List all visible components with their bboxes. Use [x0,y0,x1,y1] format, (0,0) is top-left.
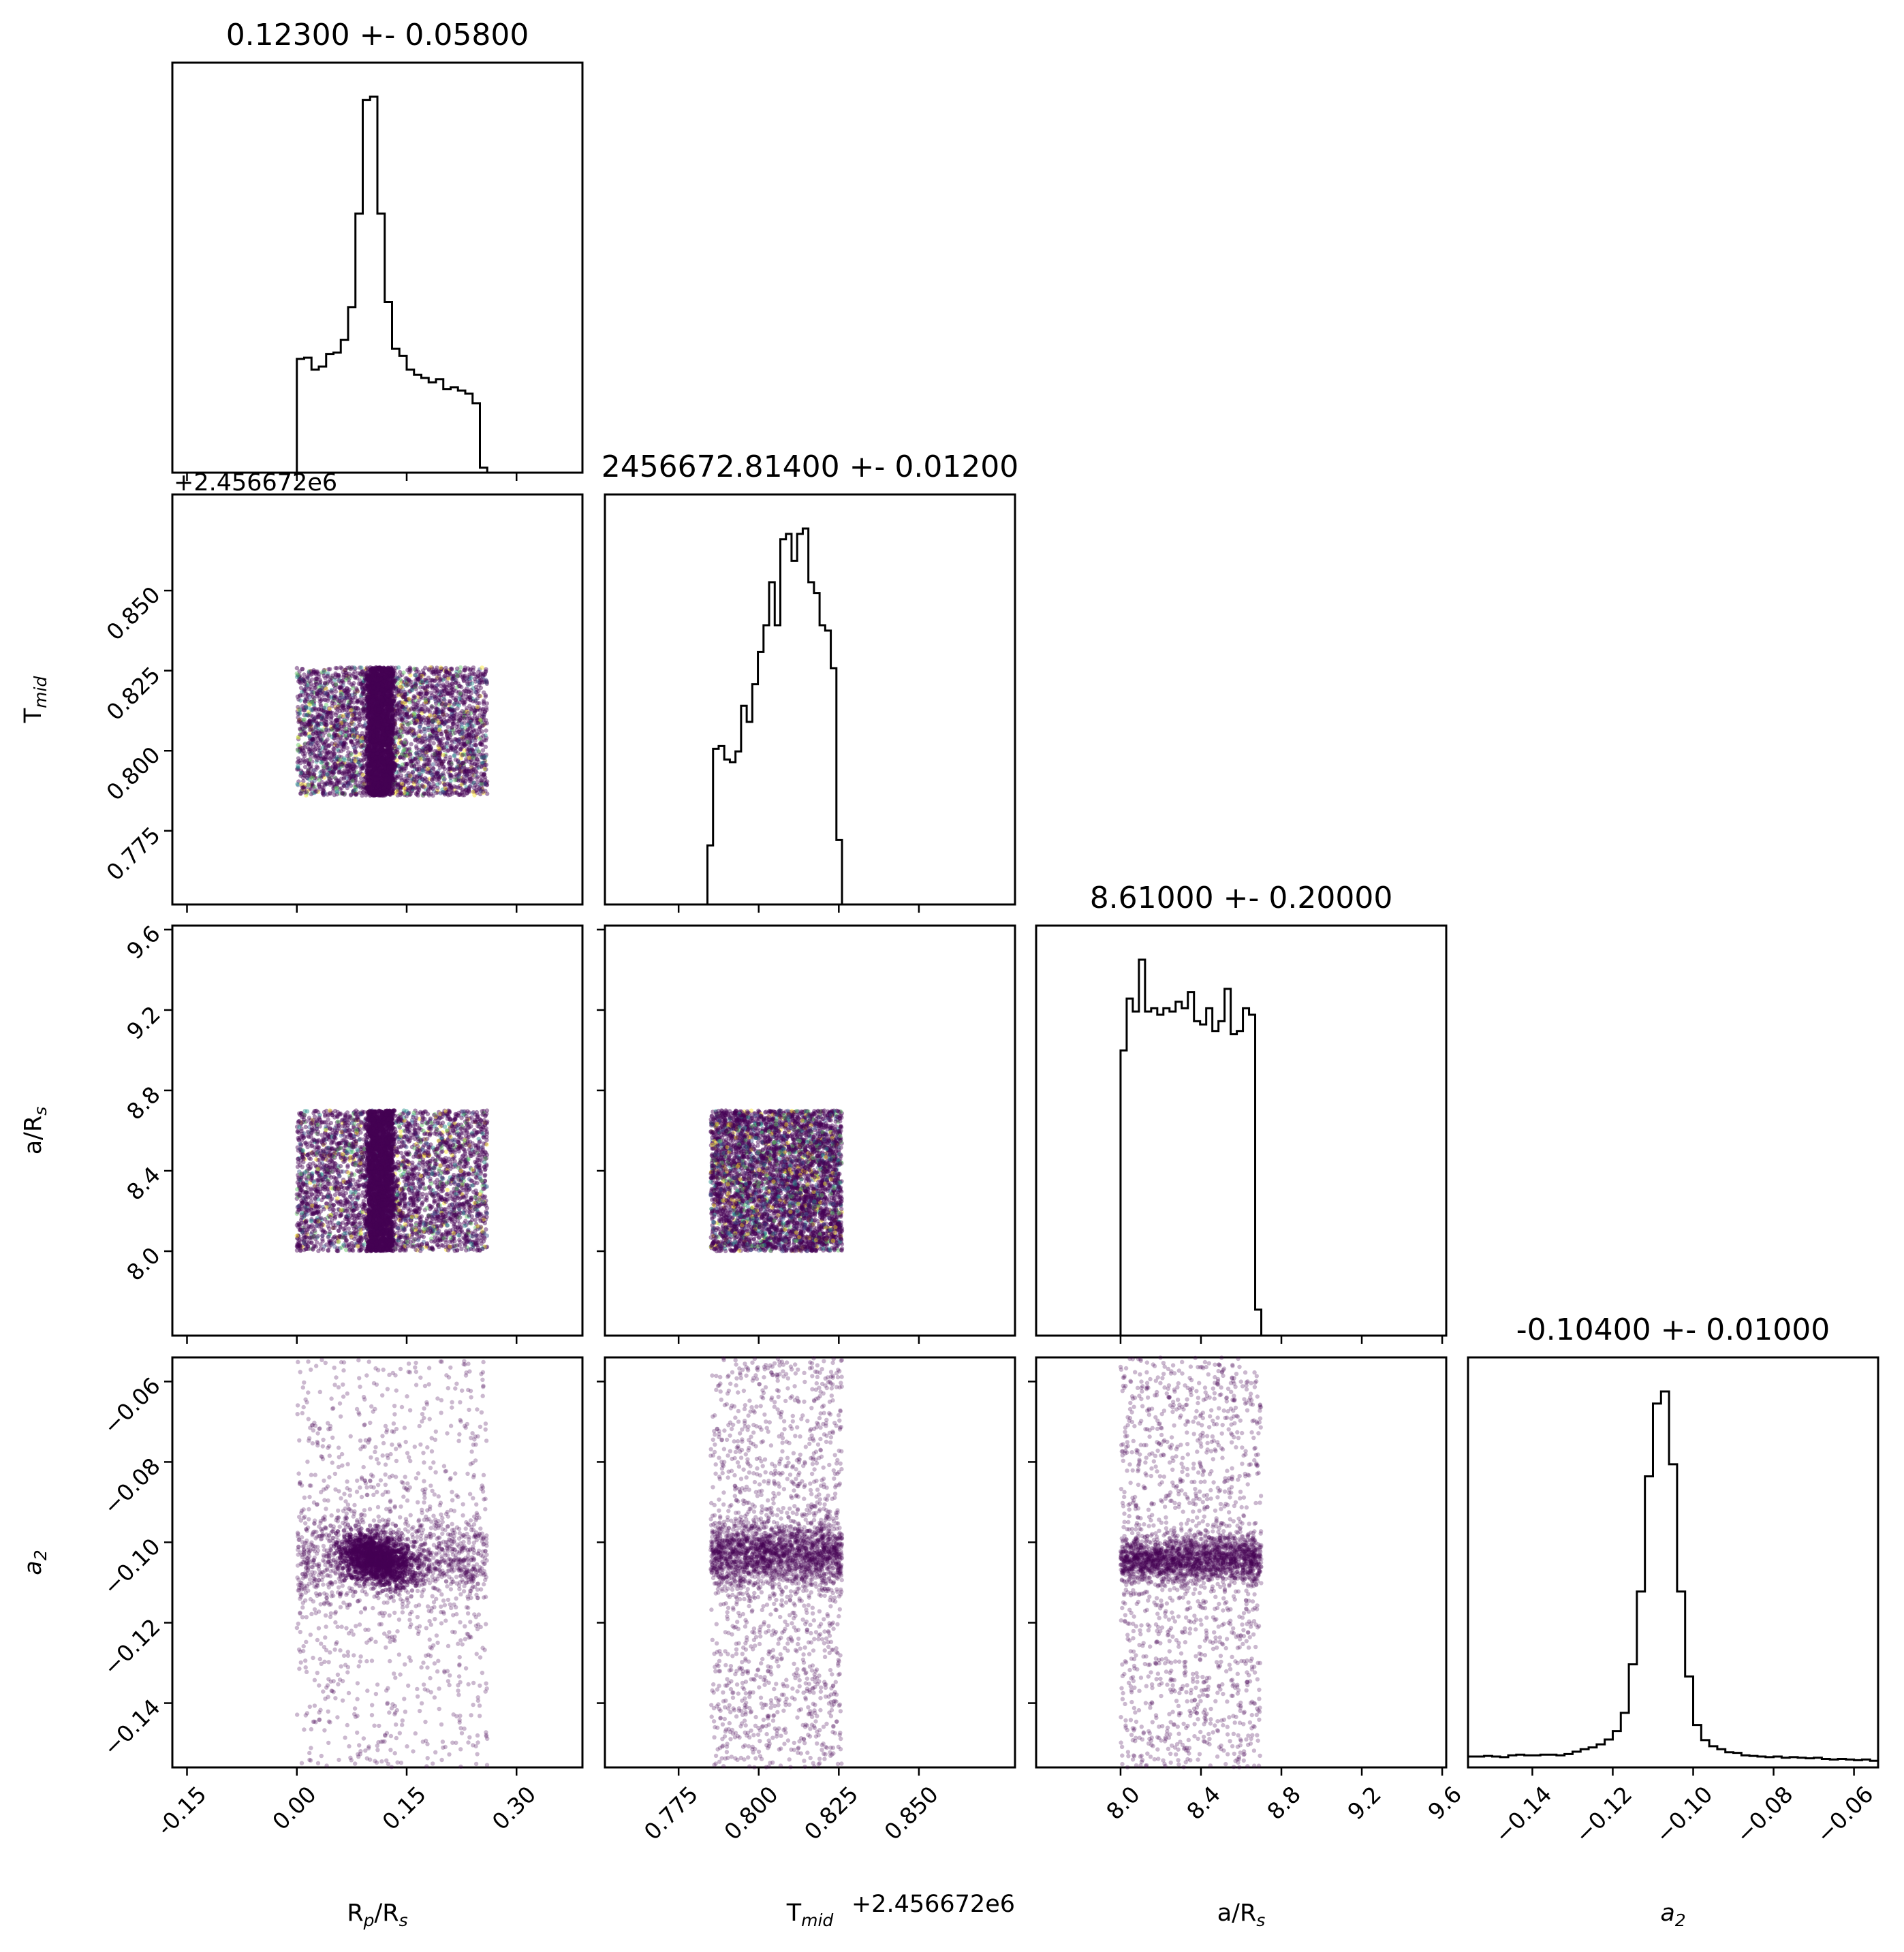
x-offset-text-tmid: +2.456672e6 [852,1891,1015,1918]
y-axis-label-tmid: Tmid [20,676,50,724]
y-tick-label-ars-3: 9.2 [121,1001,166,1045]
y-tick-label-a2-3: −0.08 [98,1453,166,1520]
scatter-ars-vs-tmid [708,1108,844,1253]
x-axis-label-tmid: Tmid [786,1900,834,1930]
histogram-a2 [1468,1391,1878,1767]
x-tick-label-ars-3: 9.2 [1342,1781,1386,1825]
x-tick-label-ars-0: 8.0 [1101,1781,1145,1825]
x-tick-label-tmid-0: 0.775 [639,1781,703,1845]
y-tick-label-ars-2: 8.8 [121,1081,166,1125]
hist-frame-ars [1036,926,1446,1336]
x-tick-label-a2-4: −0.06 [1811,1781,1878,1848]
histogram-tmid [605,529,1015,904]
title-tmid: 2456672.81400 +- 0.01200 [602,450,1019,484]
x-axis-label-ars: a/Rs [1217,1900,1266,1930]
y-offset-text-tmid: +2.456672e6 [174,469,337,497]
x-tick-label-a2-1: −0.12 [1570,1781,1637,1848]
x-tick-label-ars-4: 9.6 [1422,1781,1467,1825]
y-axis-label-a2: a2 [20,1549,50,1575]
y-tick-label-a2-4: −0.06 [98,1372,166,1440]
scatter-a2-vs-rp [295,1358,490,1769]
y-tick-label-a2-0: −0.14 [98,1694,166,1761]
x-tick-label-a2-0: −0.14 [1489,1781,1557,1848]
x-tick-label-ars-1: 8.4 [1181,1781,1226,1825]
title-rp: 0.12300 +- 0.05800 [226,18,529,52]
y-tick-label-ars-4: 9.6 [121,920,166,964]
x-tick-label-rp-2: 0.15 [377,1781,431,1836]
x-axis-label-rp: Rp/Rs [347,1900,407,1930]
x-tick-label-a2-2: −0.10 [1650,1781,1717,1848]
scatter-a2-vs-tmid [708,1356,844,1769]
y-tick-label-a2-1: −0.12 [98,1613,166,1681]
x-tick-label-rp-1: 0.00 [267,1781,322,1836]
x-tick-label-rp-3: 0.30 [487,1781,542,1836]
y-tick-label-tmid-0: 0.775 [101,821,165,885]
x-tick-label-tmid-3: 0.850 [879,1781,943,1845]
scatter-ars-vs-rp [295,1108,490,1253]
hist-frame-a2 [1468,1357,1878,1767]
y-tick-label-a2-2: −0.10 [98,1533,166,1601]
x-tick-label-a2-3: −0.08 [1730,1781,1798,1848]
y-tick-label-tmid-3: 0.850 [101,581,165,645]
title-ars: 8.61000 +- 0.20000 [1090,881,1393,915]
histogram-ars [1036,960,1446,1336]
x-tick-label-rp-0: -0.15 [152,1781,212,1841]
x-tick-label-tmid-2: 0.825 [799,1781,863,1845]
y-tick-label-ars-1: 8.4 [121,1161,166,1206]
y-tick-label-ars-0: 8.0 [121,1242,166,1286]
x-tick-label-ars-2: 8.8 [1262,1781,1306,1825]
y-tick-label-tmid-1: 0.800 [101,741,165,805]
scatter-tmid-vs-rp [295,665,490,798]
scatter-a2-vs-ars [1119,1355,1264,1769]
histogram-rp [172,97,582,473]
y-tick-label-tmid-2: 0.825 [101,661,165,725]
title-a2: -0.10400 +- 0.01000 [1516,1312,1830,1347]
hist-frame-tmid [605,494,1015,904]
y-axis-label-ars: a/Rs [20,1107,50,1155]
x-axis-label-a2: a2 [1660,1900,1685,1930]
x-tick-label-tmid-1: 0.800 [719,1781,783,1845]
